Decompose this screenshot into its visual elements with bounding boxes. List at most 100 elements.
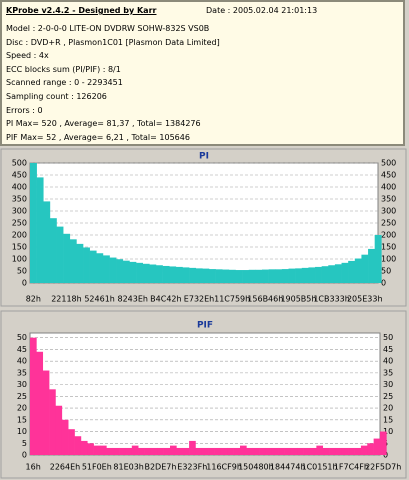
- x-tick-label: B2DE7h: [144, 463, 176, 472]
- y2-tick-label: 20: [383, 404, 393, 413]
- y2-tick-label: 25: [383, 392, 393, 401]
- bar: [138, 447, 145, 455]
- bar: [227, 447, 234, 455]
- bar: [354, 447, 362, 455]
- bar: [255, 269, 263, 283]
- y2-tick-label: 250: [381, 219, 396, 228]
- y2-tick-label: 10: [383, 427, 393, 436]
- x-tick-label: E732Eh: [184, 295, 214, 304]
- bar: [380, 431, 387, 455]
- bar: [290, 447, 298, 455]
- bar: [93, 445, 101, 455]
- y2-tick-label: 450: [381, 171, 396, 180]
- bar: [36, 351, 44, 455]
- x-tick-label: 81E03h: [113, 463, 143, 472]
- bar: [112, 447, 120, 455]
- bar: [195, 268, 203, 283]
- bar: [248, 269, 256, 283]
- y-tick-label: 450: [12, 171, 27, 180]
- bar: [303, 447, 311, 455]
- bar: [328, 265, 336, 283]
- bar: [275, 269, 283, 283]
- bar: [315, 266, 322, 283]
- bar: [321, 266, 329, 283]
- bar: [281, 269, 289, 283]
- info-line: Sampling count : 126206: [6, 92, 107, 101]
- bar: [316, 445, 324, 455]
- info-panel: KProbe v2.4.2 - Designed by Karr Date : …: [0, 0, 405, 146]
- bar: [189, 267, 197, 283]
- y-tick-label: 0: [22, 279, 27, 288]
- bar: [297, 447, 304, 455]
- y-tick-label: 150: [12, 243, 27, 252]
- bar: [176, 447, 184, 455]
- bar: [142, 263, 150, 283]
- bar: [96, 253, 104, 283]
- bar: [201, 447, 209, 455]
- y2-tick-label: 15: [383, 415, 393, 424]
- bar: [368, 248, 375, 283]
- bar: [322, 447, 330, 455]
- y-tick-label: 500: [12, 159, 27, 168]
- bar: [215, 269, 223, 283]
- y2-tick-label: 35: [383, 368, 393, 377]
- bar: [74, 436, 82, 455]
- x-tick-label: B4C42h: [150, 295, 181, 304]
- bar: [149, 264, 157, 283]
- y-tick-label: 50: [17, 333, 27, 342]
- y2-tick-label: 40: [383, 357, 393, 366]
- y-tick-label: 45: [17, 345, 27, 354]
- x-tick-label: 184474h: [270, 463, 306, 472]
- bar: [49, 389, 56, 455]
- bar: [83, 247, 90, 283]
- info-line: Speed : 4x: [6, 51, 49, 61]
- bar: [354, 258, 362, 283]
- bar: [155, 265, 163, 283]
- bar: [36, 177, 44, 283]
- chart-title: PIF: [197, 321, 213, 331]
- bar: [76, 243, 84, 283]
- bar: [334, 264, 342, 283]
- x-tick-label: 22118h: [51, 295, 82, 304]
- bar: [125, 447, 133, 455]
- bar: [119, 447, 126, 455]
- bar: [308, 267, 316, 283]
- x-tick-label: 8243Eh: [118, 295, 148, 304]
- bar: [100, 445, 107, 455]
- bar: [301, 267, 309, 283]
- y2-tick-label: 50: [381, 267, 391, 276]
- x-tick-label: 82h: [26, 295, 41, 304]
- bar: [169, 266, 177, 283]
- bar: [348, 447, 355, 455]
- x-tick-label: 11C759h: [214, 295, 250, 304]
- bar: [150, 447, 158, 455]
- bar: [310, 447, 317, 455]
- bar: [284, 447, 292, 455]
- info-line: Model : 2-0-0-0 LITE-ON DVDRW SOHW-832S …: [6, 24, 210, 33]
- y-tick-label: 200: [12, 231, 27, 240]
- info-line: Errors : 0: [6, 105, 43, 115]
- x-tick-label: 205E33h: [347, 295, 383, 304]
- info-line: ECC blocks sum (PI/PIF) : 8/1: [6, 64, 121, 74]
- info-line: PIF Max= 52 , Average= 6,21 , Total= 105…: [6, 132, 190, 142]
- bar: [63, 233, 71, 283]
- bar: [242, 270, 250, 283]
- bar: [87, 443, 94, 455]
- bar: [202, 268, 210, 283]
- bar: [374, 235, 382, 283]
- x-tick-label: 116CF9h: [206, 463, 242, 472]
- bar: [348, 260, 356, 283]
- y2-tick-label: 400: [381, 183, 396, 192]
- bar: [341, 447, 349, 455]
- y2-tick-label: 45: [383, 345, 393, 354]
- bar: [55, 405, 63, 455]
- bar: [259, 447, 266, 455]
- bar: [295, 268, 303, 283]
- bar: [208, 447, 215, 455]
- bar: [361, 254, 369, 283]
- y-tick-label: 250: [12, 219, 27, 228]
- bar: [30, 337, 37, 455]
- bar: [262, 269, 269, 283]
- bar: [136, 262, 143, 283]
- bar: [335, 447, 343, 455]
